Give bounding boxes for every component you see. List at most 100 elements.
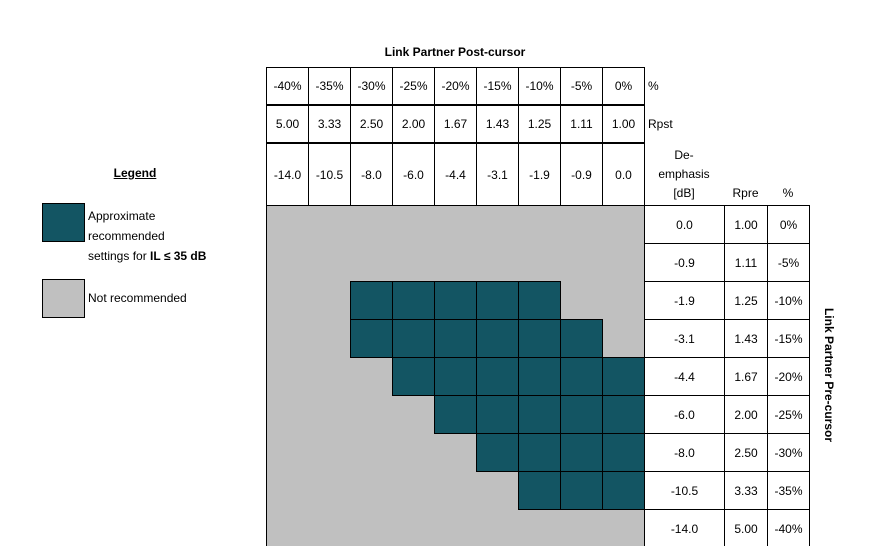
recommended-cell [476,281,519,320]
recommended-cell [392,319,435,358]
recommended-cell [350,319,393,358]
pre-rpre-cell: 1.67 [724,357,768,396]
recommended-cell [518,281,561,320]
pre-rpre-cell: 3.33 [724,471,768,510]
post-cursor-title: Link Partner Post-cursor [384,45,526,59]
deemphasis-column-label: De- emphasis [dB] [644,146,724,203]
recommended-cell [518,471,561,510]
post-deemphasis-cell: -10.5 [308,143,351,206]
recommended-cell [434,281,477,320]
recommended-cell [476,319,519,358]
post-rpst-cell: 2.00 [392,105,435,143]
pre-deemphasis-cell: -3.1 [644,319,725,358]
pre-deemphasis-cell: -4.4 [644,357,725,396]
post-deemphasis-cell: -8.0 [350,143,393,206]
legend-not-recommended-text: Not recommended [88,291,187,305]
recommended-cell [350,281,393,320]
legend-recommended-text: Approximate recommended settings for IL … [88,206,206,266]
post-percent-cell: -35% [308,67,351,105]
post-deemphasis-cell: -14.0 [266,143,309,206]
percent-row-label: % [648,79,659,93]
deemph-label-line: De- [674,148,694,162]
pre-percent-column-label: % [782,186,794,200]
pre-deemphasis-cell: -14.0 [644,509,725,546]
legend-swatch-not-recommended [42,279,85,318]
post-percent-cell: -30% [350,67,393,105]
pre-rpre-cell: 1.00 [724,205,768,244]
pre-percent-cell: -5% [767,243,810,282]
post-rpst-cell: 1.43 [476,105,519,143]
pre-rpre-cell: 1.43 [724,319,768,358]
pre-deemphasis-cell: -1.9 [644,281,725,320]
rpst-row-label: Rpst [648,117,673,131]
recommended-cell [602,357,645,396]
recommended-cell [518,395,561,434]
legend-text: settings for [88,249,151,263]
pre-rpre-cell: 1.11 [724,243,768,282]
legend-line: settings for IL ≤ 35 dB [88,246,206,266]
legend-line: recommended [88,229,165,243]
recommended-cell [518,433,561,472]
post-rpst-cell: 1.00 [602,105,645,143]
recommended-cell [560,319,603,358]
pre-percent-cell: -40% [767,509,810,546]
legend-line: Approximate [88,209,156,223]
post-rpst-cell: 1.11 [560,105,603,143]
recommended-cell [560,357,603,396]
recommended-cell [602,433,645,472]
pre-percent-cell: -20% [767,357,810,396]
recommended-cell [434,395,477,434]
recommended-cell [560,395,603,434]
pre-deemphasis-cell: -6.0 [644,395,725,434]
rpre-column-label: Rpre [732,186,759,200]
recommended-cell [476,357,519,396]
post-percent-cell: -40% [266,67,309,105]
post-percent-cell: -10% [518,67,561,105]
recommended-cell [434,357,477,396]
post-rpst-cell: 1.67 [434,105,477,143]
pre-percent-cell: 0% [767,205,810,244]
pre-rpre-cell: 5.00 [724,509,768,546]
pre-rpre-cell: 1.25 [724,281,768,320]
recommended-cell [518,357,561,396]
post-deemphasis-cell: -3.1 [476,143,519,206]
recommended-cell [476,395,519,434]
recommended-cell [518,319,561,358]
pre-percent-cell: -30% [767,433,810,472]
pre-rpre-cell: 2.00 [724,395,768,434]
post-deemphasis-cell: -4.4 [434,143,477,206]
deemph-label-line: emphasis [658,167,710,181]
recommended-cell [392,357,435,396]
recommended-cell [602,471,645,510]
post-percent-cell: -5% [560,67,603,105]
post-rpst-cell: 5.00 [266,105,309,143]
post-rpst-cell: 2.50 [350,105,393,143]
recommended-cell [602,395,645,434]
post-rpst-cell: 3.33 [308,105,351,143]
post-percent-cell: 0% [602,67,645,105]
post-percent-cell: -25% [392,67,435,105]
pre-rpre-cell: 2.50 [724,433,768,472]
post-deemphasis-cell: -1.9 [518,143,561,206]
recommended-cell [560,471,603,510]
post-deemphasis-cell: -0.9 [560,143,603,206]
recommended-cell [392,281,435,320]
pre-cursor-title: Link Partner Pre-cursor [822,307,836,443]
pre-percent-cell: -15% [767,319,810,358]
post-percent-cell: -20% [434,67,477,105]
recommended-cell [560,433,603,472]
pre-deemphasis-cell: -10.5 [644,471,725,510]
pre-deemphasis-cell: 0.0 [644,205,725,244]
post-deemphasis-cell: -6.0 [392,143,435,206]
legend-title: Legend [113,166,157,180]
post-percent-cell: -15% [476,67,519,105]
post-deemphasis-cell: 0.0 [602,143,645,206]
pre-deemphasis-cell: -0.9 [644,243,725,282]
legend-bold-text: IL ≤ 35 dB [150,249,207,263]
pre-deemphasis-cell: -8.0 [644,433,725,472]
legend-swatch-recommended [42,203,85,242]
post-rpst-cell: 1.25 [518,105,561,143]
deemph-label-line: [dB] [673,186,695,200]
pre-percent-cell: -35% [767,471,810,510]
